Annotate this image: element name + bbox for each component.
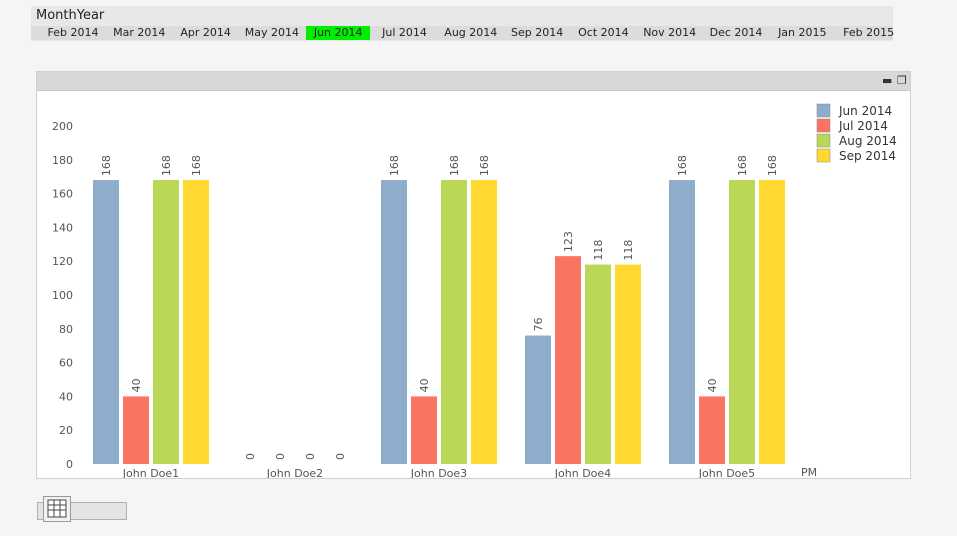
bar [93,180,119,464]
monthyear-filter: MonthYear Feb 2014 Mar 2014 Apr 2014 May 20… [31,6,894,41]
data-label: 168 [448,155,461,176]
filter-item[interactable]: Mar 2014 [113,26,166,39]
table-icon[interactable] [43,496,71,522]
bar-chart: 0 20 40 60 80 100 120 140 160 180 200 168 40 168 168 Jo… [52,103,897,478]
filter-items: Feb 2014 Mar 2014 Apr 2014 May 2014 Jun 2014… [31,26,894,40]
legend-swatch [816,118,831,133]
x-tick-label: John Doe1 [122,467,179,478]
legend-swatch [816,103,831,118]
filter-item[interactable]: Feb 2015 [843,26,895,39]
x-tick-label: John Doe4 [554,467,611,478]
bar [381,180,407,464]
filter-item[interactable]: Sep 2014 [510,26,564,39]
bar [759,180,785,464]
filter-item[interactable]: Jun 2014 [306,26,371,40]
filter-item[interactable]: Oct 2014 [578,26,629,39]
filter-item[interactable]: Aug 2014 [444,26,498,39]
data-label: 168 [478,155,491,176]
data-label: 40 [418,378,431,392]
filter-item[interactable]: Nov 2014 [643,26,697,39]
bar [729,180,755,464]
x-axis-title: PM [801,466,817,478]
filter-item[interactable]: Jul 2014 [382,26,427,39]
data-label: 168 [190,155,203,176]
y-tick-label: 40 [59,390,73,403]
legend-swatch [816,148,831,163]
legend-swatch [816,133,831,148]
filter-item[interactable]: Apr 2014 [180,26,231,39]
data-label: 0 [244,453,257,460]
bar [699,396,725,464]
bar [585,264,611,464]
filter-title: MonthYear [36,8,105,23]
data-label: 168 [766,155,779,176]
data-label: 40 [706,378,719,392]
chart-window: ▬ ❐ 0 20 40 60 80 100 120 140 160 180 200 168 40 168 1… [36,71,911,479]
data-label: 168 [388,155,401,176]
data-label: 118 [592,240,605,261]
bar [441,180,467,464]
legend-entry: Jun 2014 [838,104,892,118]
filter-item[interactable]: Dec 2014 [709,26,763,39]
bar [669,180,695,464]
filter-item[interactable]: May 2014 [244,26,299,39]
y-tick-label: 80 [59,323,73,336]
y-tick-label: 120 [52,255,73,268]
y-tick-label: 100 [52,289,73,302]
minimize-icon[interactable]: ▬ [882,74,893,87]
y-tick-label: 60 [59,357,73,370]
data-label: 123 [562,231,575,252]
y-tick-label: 20 [59,424,73,437]
data-label: 168 [160,155,173,176]
y-tick-label: 180 [52,154,73,167]
x-tick-label: John Doe2 [266,467,323,478]
bar [615,264,641,464]
legend-entry: Sep 2014 [839,149,896,163]
data-label: 168 [676,155,689,176]
bar [471,180,497,464]
y-tick-label: 200 [52,120,73,133]
y-tick-label: 140 [52,221,73,234]
data-label: 40 [130,378,143,392]
data-label: 0 [304,453,317,460]
bar [153,180,179,464]
y-tick-label: 0 [66,458,73,471]
y-tick-label: 160 [52,188,73,201]
bar [525,335,551,464]
data-label: 118 [622,240,635,261]
data-label: 168 [100,155,113,176]
x-tick-label: John Doe3 [410,467,467,478]
data-label: 168 [736,155,749,176]
chart-caption-bar: ▬ ❐ [37,72,910,91]
bar [183,180,209,464]
bar [411,396,437,464]
x-tick-label: John Doe5 [698,467,755,478]
filter-item[interactable]: Jan 2015 [778,26,827,39]
legend-entry: Aug 2014 [839,134,897,148]
maximize-icon[interactable]: ❐ [897,74,907,87]
filter-item[interactable]: Feb 2014 [47,26,99,39]
data-label: 0 [334,453,347,460]
data-label: 76 [532,318,545,332]
bar [123,396,149,464]
bar [555,256,581,464]
data-label: 0 [274,453,287,460]
legend-entry: Jul 2014 [838,119,888,133]
